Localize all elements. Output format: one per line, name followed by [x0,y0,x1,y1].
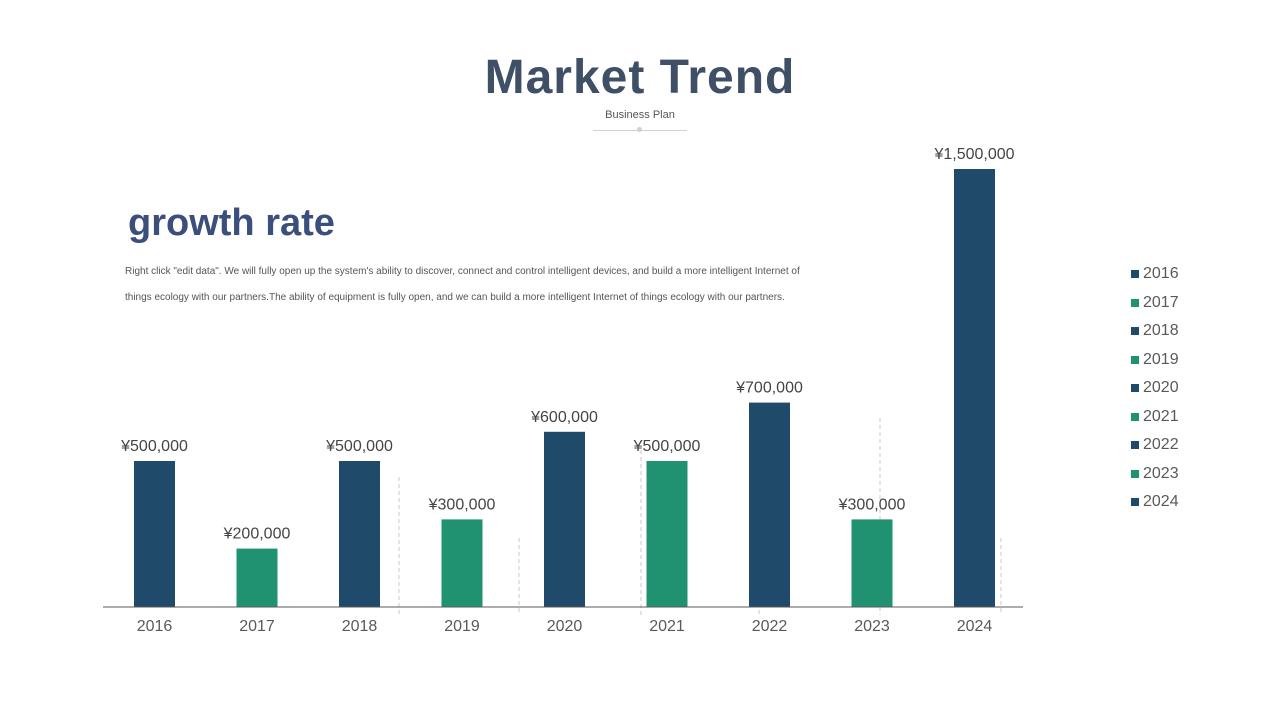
legend-item-2024: 2024 [1131,488,1179,517]
title-divider-dot [637,127,642,132]
legend-swatch [1131,355,1139,364]
section-description: Right click "edit data". We will fully o… [125,266,800,303]
x-tick-2018: 2018 [342,618,378,635]
x-tick-2019: 2019 [444,618,480,635]
data-label-2017: ¥200,000 [223,526,291,543]
bar-2024 [954,169,995,607]
bar-2021 [646,461,688,607]
legend-label: 2016 [1143,265,1179,283]
legend-label: 2017 [1143,293,1179,311]
x-tick-2023: 2023 [854,618,890,635]
page-subtitle: Business Plan [605,109,675,121]
chart-legend: 2016 2017 2018 2019 2020 2021 2022 2023 2024 [1131,260,1179,517]
bar-2019 [441,519,483,607]
bar-2020 [544,431,585,607]
legend-swatch [1131,412,1139,421]
legend-item-2020: 2020 [1131,374,1179,403]
data-label-2022: ¥700,000 [735,380,803,397]
bar-2017 [236,548,278,607]
legend-swatch [1131,298,1139,307]
legend-swatch [1131,384,1139,393]
legend-swatch [1131,270,1139,279]
legend-item-2022: 2022 [1131,431,1179,460]
legend-item-2021: 2021 [1131,403,1179,432]
data-label-2020: ¥600,000 [530,409,598,426]
x-tick-2022: 2022 [752,618,788,635]
x-tick-2017: 2017 [239,618,275,635]
bar-2016 [134,461,175,607]
legend-item-2016: 2016 [1131,260,1179,289]
data-label-2018: ¥500,000 [325,438,393,455]
x-tick-2020: 2020 [547,618,583,635]
data-label-2023: ¥300,000 [838,496,906,513]
bar-2022 [749,402,790,607]
legend-item-2023: 2023 [1131,460,1179,489]
legend-swatch [1131,441,1139,450]
data-label-2021: ¥500,000 [633,438,701,455]
legend-label: 2024 [1143,493,1179,511]
legend-item-2017: 2017 [1131,289,1179,318]
page-title: Market Trend [484,51,796,104]
legend-swatch [1131,469,1139,478]
data-label-2024: ¥1,500,000 [933,146,1014,163]
section-heading: growth rate [128,202,335,244]
legend-swatch [1131,498,1139,507]
legend-swatch [1131,327,1139,336]
data-label-2016: ¥500,000 [120,438,188,455]
x-tick-2016: 2016 [137,618,173,635]
legend-item-2018: 2018 [1131,317,1179,346]
x-tick-2024: 2024 [957,618,993,635]
legend-label: 2018 [1143,322,1179,340]
bar-2018 [339,461,380,607]
x-tick-2021: 2021 [649,618,685,635]
legend-label: 2021 [1143,407,1179,425]
legend-label: 2022 [1143,436,1179,454]
legend-label: 2023 [1143,464,1179,482]
legend-label: 2020 [1143,379,1179,397]
legend-label: 2019 [1143,350,1179,368]
legend-item-2019: 2019 [1131,346,1179,375]
data-label-2019: ¥300,000 [428,496,496,513]
bar-2023 [851,519,893,607]
